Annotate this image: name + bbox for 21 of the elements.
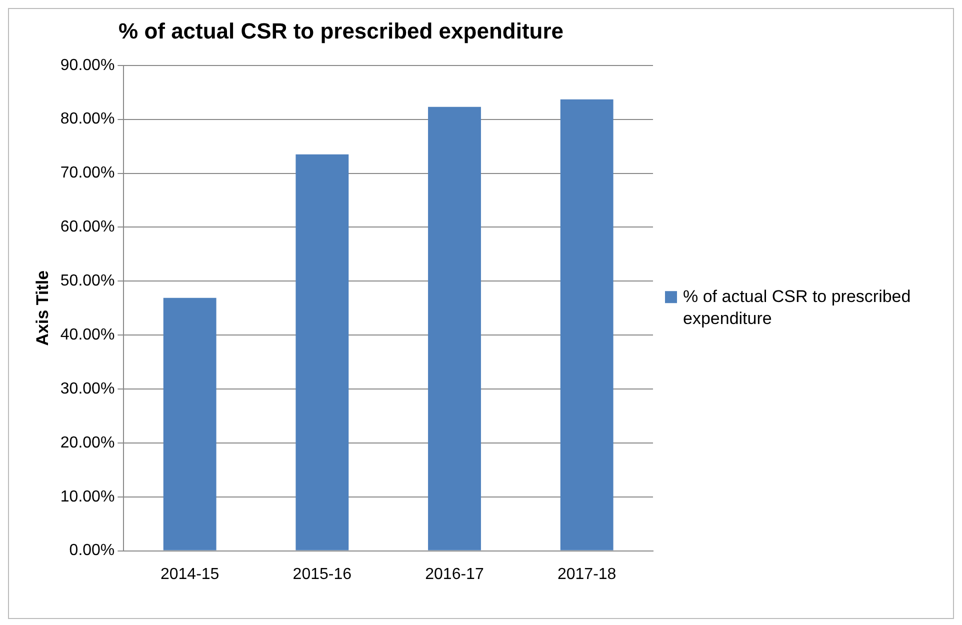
y-tick-label: 40.00% [60,326,115,344]
y-tick-label: 60.00% [60,218,115,236]
y-tick-label: 80.00% [60,110,115,128]
x-tick-label: 2017-18 [557,566,616,583]
bar [163,298,216,550]
y-tick-label: 20.00% [60,434,115,452]
x-tick-label: 2015-16 [292,566,352,583]
y-tick-label: 70.00% [60,164,115,182]
y-tick-label: 10.00% [60,488,115,506]
legend-label: % of actual CSR to prescribed expenditure [683,286,911,328]
y-axis-title: Axis Title [32,270,52,346]
bar [428,106,481,550]
bar [560,99,614,550]
x-tick-label: 2014-15 [160,566,220,583]
y-tick-label: 30.00% [60,380,115,398]
y-tick-label: 90.00% [60,56,115,74]
y-tick-label: 50.00% [60,272,115,290]
x-tick-label: 2016-17 [425,566,484,583]
y-tick-label: 0.00% [69,542,115,560]
chart-title: % of actual CSR to prescribed expenditure [118,18,564,44]
bar [296,154,349,550]
